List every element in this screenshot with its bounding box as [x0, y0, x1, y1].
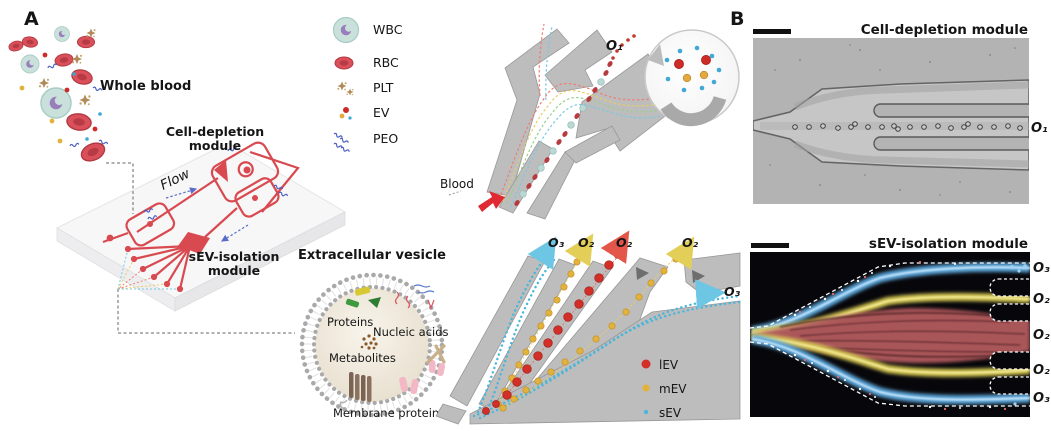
fluor-outlet-o2-1-label: O₂ [1033, 292, 1050, 307]
lev-legend-dot [641, 359, 651, 369]
membrane-protein-icons [339, 344, 446, 409]
sev-isolation-module-label-line2: module [208, 263, 260, 278]
panel-a-legend: WBC RBC PLT EV PEO [332, 16, 403, 154]
chip-channels [125, 141, 300, 290]
vesicle-diagram [299, 272, 446, 418]
cell-depletion-module-label-line2: module [189, 138, 241, 153]
cell-stream [792, 121, 1023, 132]
chip-illustration [55, 141, 347, 334]
legend-label-plt: PLT [373, 80, 394, 95]
fluor-outlet-o2-3-label: O₂ [1033, 363, 1050, 378]
particle-specks [793, 260, 1027, 411]
vesicle-title: Extracellular vesicle [298, 248, 446, 263]
lev-dot [701, 55, 711, 65]
nucleic-acid-icons [394, 284, 435, 310]
scale-bar [751, 243, 789, 248]
iso-outlet-o3-right-label: O₃ [724, 284, 741, 299]
plt-icon [337, 81, 354, 96]
iso-outlet-o2-1-label: O₂ [578, 235, 595, 250]
legend-label-rbc: RBC [373, 55, 399, 70]
channel-walls [435, 252, 741, 425]
flow-wedge-icon [636, 267, 649, 280]
ev-size-legend: lEV mEV sEV [641, 358, 687, 420]
depletion-schematic [448, 23, 740, 220]
mev-dot [682, 73, 692, 83]
lev-dots [482, 249, 623, 415]
whole-blood-illustration [7, 26, 109, 166]
particle-trajectories [498, 23, 663, 208]
outlet-arrows [527, 230, 726, 310]
fluor-outlet-o3-bottom-label: O₃ [1033, 391, 1050, 406]
scale-bar [753, 29, 791, 34]
ev-dots [19, 52, 102, 144]
cell-chain [514, 34, 636, 206]
mev-dot [699, 70, 709, 80]
lev-legend-label: lEV [659, 358, 679, 372]
cell-depletion-module-label-line1: Cell-depletion [166, 124, 264, 139]
legend-label-wbc: WBC [373, 22, 403, 37]
metabolite-icons [360, 334, 378, 350]
flow-arrow-icon [165, 187, 198, 199]
isolation-schematic: lEV mEV sEV [435, 230, 742, 425]
peo-icon [332, 132, 351, 154]
vesicle-proteins-label: Proteins [327, 315, 373, 329]
protein-icons [345, 286, 381, 308]
ev-icon [339, 107, 352, 120]
micrograph-bottom-image [750, 252, 1030, 417]
micrograph-bottom-title: sEV-isolation module [869, 236, 1028, 252]
panel-a-label: A [24, 8, 39, 30]
vesicle-nucleic-acids-label: Nucleic acids [373, 325, 449, 339]
vesicle-membrane-proteins-label: Membrane proteins [333, 406, 445, 420]
wbc-icon [332, 16, 360, 44]
vesicle-metabolites-label: Metabolites [329, 351, 396, 365]
lev-dot [674, 59, 684, 69]
sev-isolation-module-label-line1: sEV-isolation [189, 249, 280, 264]
sev-legend-dot [643, 409, 649, 415]
micrograph-top-outlet-o1-label: O₁ [1031, 121, 1048, 136]
sev-dots [664, 45, 722, 93]
blood-inlet-label: Blood [440, 177, 474, 191]
iso-outlet-o3-top-label: O₃ [548, 235, 565, 250]
magnifier-inset [644, 29, 740, 127]
chip-channel-nodes [102, 160, 258, 293]
blood-arrow-icon [478, 191, 505, 212]
outlet-dividers-dashed [989, 278, 1030, 395]
depletion-outlet-o1-label: O₁ [606, 39, 623, 54]
panel-b-label: B [730, 8, 744, 30]
legend-label-ev: EV [373, 105, 390, 120]
mev-dots [494, 246, 689, 412]
iso-outlet-o2-2-label: O₂ [616, 235, 633, 250]
image-specks [769, 44, 1016, 196]
micrograph-top-title: Cell-depletion module [861, 22, 1028, 38]
sev-legend-label: sEV [659, 406, 682, 420]
whole-blood-label: Whole blood [100, 79, 191, 94]
legend-label-peo: PEO [373, 131, 398, 146]
fluor-outlet-o3-top-label: O₃ [1033, 261, 1050, 276]
micrograph-top-image [753, 38, 1029, 204]
fluorescence-streams [751, 262, 1030, 405]
outlet-trajectory-fan [117, 248, 180, 290]
fluor-outlet-o2-2-label: O₂ [1033, 328, 1050, 343]
zoom-connector-outlet [117, 289, 295, 334]
rbc-icon [334, 56, 354, 70]
flow-arrow2-icon [220, 224, 249, 242]
zoom-connector-blood [106, 162, 134, 214]
mev-legend-label: mEV [659, 382, 687, 396]
channel-outline-dashed [750, 262, 1030, 407]
mev-legend-dot [642, 384, 650, 392]
iso-outlet-o2-3-label: O₂ [682, 235, 699, 250]
